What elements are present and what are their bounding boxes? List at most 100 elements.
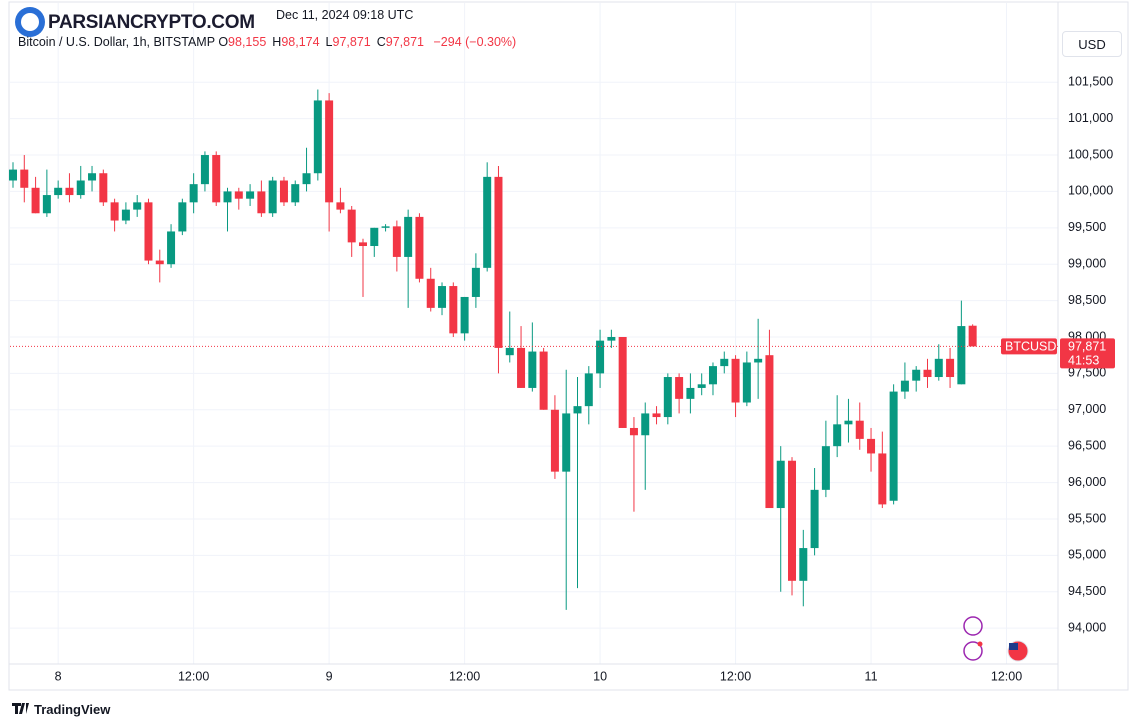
alert-dot (977, 641, 983, 647)
x-tick-label: 12:00 (178, 669, 209, 683)
chart-frame (8, 1, 1129, 691)
candle-body (517, 347, 526, 388)
candle-body (325, 100, 334, 203)
ohlc-value: 98,155 (228, 35, 267, 49)
candle-body (596, 340, 605, 374)
symbol-tag: BTCUSD (1005, 340, 1056, 354)
candle-body (347, 209, 356, 243)
candle-body (550, 409, 559, 472)
candle-body (855, 420, 864, 439)
ohlc-key: H (272, 35, 282, 49)
x-tick-label: 9 (326, 669, 333, 683)
candle-body (754, 358, 763, 363)
candle-body (946, 358, 955, 378)
x-tick-label: 12:00 (720, 669, 751, 683)
candle-body (133, 202, 142, 210)
sparkle-icon[interactable] (963, 616, 983, 636)
y-tick-label: 94,500 (1068, 584, 1106, 598)
y-tick-label: 99,500 (1068, 220, 1106, 234)
candle-body (65, 187, 74, 196)
candle-body (404, 216, 413, 257)
currency-button[interactable]: USD (1062, 31, 1122, 57)
y-tick-label: 100,500 (1068, 147, 1113, 161)
legend: Bitcoin / U.S. Dollar, 1h, BITSTAMP O98,… (18, 35, 522, 49)
candle-body (291, 184, 300, 203)
candle-body (686, 387, 695, 399)
candle-body (878, 453, 887, 505)
candle-body (99, 173, 108, 203)
ohlc-key: C (376, 35, 386, 49)
candle-body (765, 355, 774, 509)
y-tick-label: 99,000 (1068, 257, 1106, 271)
candle-body (212, 155, 221, 203)
candle-body (392, 226, 401, 257)
candle-body (302, 173, 311, 185)
candle-body (460, 296, 469, 334)
candle-body (381, 226, 390, 228)
countdown: 41:53 (1068, 354, 1099, 368)
ohlc-value: 97,871 (385, 35, 424, 49)
candle-body (223, 191, 232, 203)
y-tick-label: 98,500 (1068, 293, 1106, 307)
candle-body (471, 267, 480, 297)
y-tick-label: 97,500 (1068, 366, 1106, 380)
candle-body (234, 191, 243, 199)
candle-body (144, 202, 153, 261)
candle-body (889, 391, 898, 501)
candle-body (629, 427, 638, 436)
ohlc-values: O98,155 H98,174 L97,871 C97,871 (218, 35, 430, 49)
candle-body (562, 413, 571, 472)
candle-body (189, 184, 198, 203)
candle-body (652, 413, 661, 418)
candle-body (426, 278, 435, 308)
candle-body (110, 202, 119, 221)
candle-body (121, 209, 130, 221)
change: −294 (−0.30%) (433, 35, 517, 49)
ohlc-value: 98,174 (281, 35, 320, 49)
candle-body (246, 191, 255, 199)
y-tick-label: 100,000 (1068, 184, 1113, 198)
y-tick-label: 101,500 (1068, 75, 1113, 89)
ohlc-key: O (218, 35, 229, 49)
candle-body (844, 420, 853, 425)
candle-body (833, 424, 842, 447)
alert-icon[interactable] (963, 641, 983, 661)
candle-body (810, 489, 819, 549)
candle-body (675, 377, 684, 399)
candle-body (42, 195, 51, 214)
symbol: Bitcoin / U.S. Dollar, 1h, BITSTAMP (18, 35, 215, 49)
y-tick-label: 94,000 (1068, 620, 1106, 634)
candle-body (539, 351, 548, 410)
candle-body (697, 384, 706, 388)
candle-body (867, 438, 876, 454)
candle-body (358, 242, 367, 247)
y-tick-label: 97,000 (1068, 402, 1106, 416)
x-tick-label: 12:00 (449, 669, 480, 683)
candle-body (742, 362, 751, 403)
y-tick-label: 95,000 (1068, 548, 1106, 562)
candle-body (88, 173, 97, 181)
candle-body (663, 377, 672, 418)
x-tick-label: 12:00 (991, 669, 1022, 683)
candle-body (528, 351, 537, 388)
price-label-bg (1060, 338, 1115, 369)
candle-body (505, 347, 514, 356)
candle-body (957, 326, 966, 385)
candle-body (776, 460, 785, 509)
candle-body (54, 187, 63, 196)
ohlc-key: L (325, 35, 333, 49)
last-price-label: 97,871 (1068, 340, 1106, 354)
candle-body (9, 169, 17, 181)
candle-body (900, 380, 909, 392)
candle-body (155, 260, 164, 265)
candle-body (438, 286, 447, 308)
candle-body (20, 169, 29, 188)
candle-body (788, 460, 797, 581)
y-tick-label: 101,000 (1068, 111, 1113, 125)
x-tick-label: 11 (865, 669, 878, 683)
candle-body (336, 202, 345, 210)
candle-body (968, 325, 977, 347)
